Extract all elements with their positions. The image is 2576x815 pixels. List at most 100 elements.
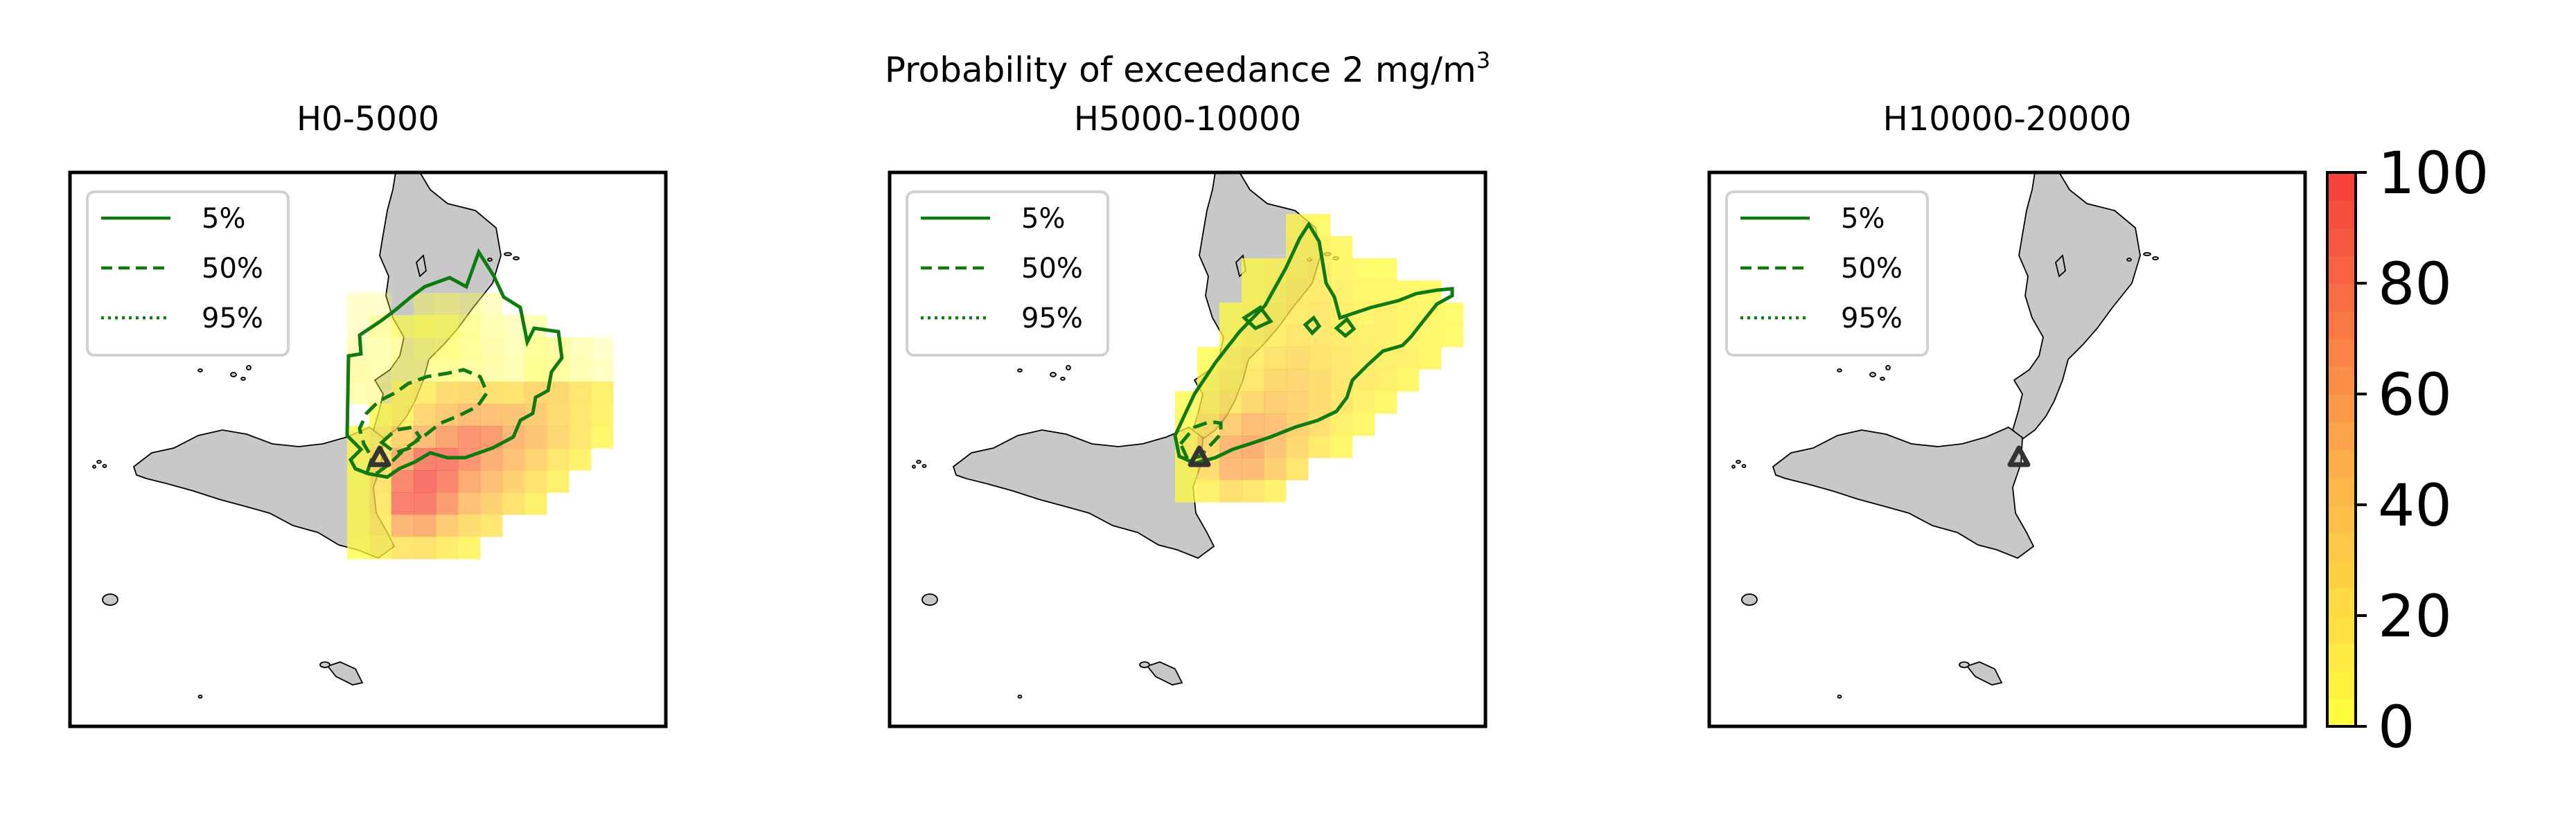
- vent-marker-triangle: [368, 445, 391, 467]
- probability-cell: [391, 404, 414, 427]
- probability-cell: [1286, 347, 1309, 370]
- probability-cell: [1264, 369, 1287, 392]
- probability-cell: [524, 470, 547, 493]
- probability-cell: [436, 514, 459, 537]
- probability-cell: [1219, 413, 1242, 436]
- probability-cell: [347, 382, 370, 404]
- probability-cell: [1264, 391, 1287, 414]
- probability-cell: [569, 337, 592, 360]
- probability-cell: [1219, 369, 1242, 392]
- probability-cell: [1219, 391, 1242, 414]
- colorbar-segment: [2327, 311, 2356, 339]
- probability-cell: [369, 293, 392, 316]
- probability-cell: [1286, 369, 1309, 392]
- probability-cell: [1264, 347, 1287, 370]
- probability-cell: [1330, 436, 1353, 458]
- probability-cell: [1352, 325, 1375, 348]
- probability-cell: [480, 359, 503, 382]
- probability-cell: [414, 315, 436, 338]
- probability-cell: [1197, 480, 1220, 503]
- probability-cell: [347, 537, 370, 559]
- probability-cell: [1352, 258, 1375, 281]
- colorbar-segment: [2327, 172, 2356, 201]
- probability-cell: [1175, 480, 1198, 503]
- probability-cell: [1441, 303, 1464, 325]
- probability-cell: [1375, 325, 1397, 348]
- probability-cell: [1375, 280, 1397, 303]
- probability-cell: [1308, 258, 1331, 281]
- colorbar-tick-label: 100: [2378, 139, 2489, 207]
- probability-cell: [1286, 325, 1309, 348]
- probability-cell: [569, 382, 592, 404]
- probability-cell: [436, 315, 459, 338]
- probability-cell: [369, 537, 392, 559]
- probability-cell: [1286, 280, 1309, 303]
- probability-cell: [1375, 369, 1397, 392]
- probability-cell: [502, 404, 525, 427]
- legend-label-5: 5%: [1021, 203, 1065, 235]
- probability-cell: [458, 470, 481, 493]
- probability-cell: [1242, 458, 1264, 481]
- probability-cell: [347, 359, 370, 382]
- colorbar-segment: [2327, 588, 2356, 616]
- contour-5-percent: [1173, 221, 1454, 465]
- probability-cell: [1441, 325, 1464, 348]
- figure-title-text: Probability of exceedance 2 mg/m: [885, 50, 1476, 90]
- colorbar-segment: [2327, 228, 2356, 256]
- legend-label-95: 95%: [202, 303, 263, 334]
- probability-cell: [436, 382, 459, 404]
- panel-title-h5000-10000: H5000-10000: [1074, 100, 1301, 138]
- colorbar-tick-label: 0: [2378, 693, 2415, 761]
- probability-cell: [391, 470, 414, 493]
- probability-cell: [1308, 369, 1331, 392]
- colorbar-segment: [2327, 200, 2356, 229]
- legend-label-95: 95%: [1841, 303, 1903, 334]
- colorbar-tick-label: 20: [2378, 582, 2452, 650]
- colorbar-segment: [2327, 643, 2356, 672]
- probability-cell: [436, 426, 459, 449]
- colorbar-tick-label: 40: [2378, 472, 2452, 539]
- colorbar-tick-label: 60: [2378, 361, 2452, 429]
- probability-cell: [502, 382, 525, 404]
- probability-cell: [391, 382, 414, 404]
- probability-cell: [1219, 347, 1242, 370]
- probability-cell: [591, 382, 614, 404]
- probability-cell: [458, 537, 481, 559]
- panel-h5000-10000: H5000-10000 5% 50%: [888, 100, 1488, 728]
- probability-cell: [502, 492, 525, 515]
- figure-title: Probability of exceedance 2 mg/m3: [885, 47, 1490, 90]
- colorbar-segment: [2327, 699, 2356, 727]
- panel-frame: [1707, 170, 2307, 728]
- contour-50-percent: [1179, 420, 1223, 461]
- probability-cell: [414, 492, 436, 515]
- probability-cell: [1397, 347, 1420, 370]
- colorbar-segment: [2327, 256, 2356, 284]
- legend-label-50: 50%: [202, 253, 263, 285]
- colorbar-segment: [2327, 616, 2356, 644]
- probability-cell: [436, 293, 459, 316]
- probability-cell: [1352, 413, 1375, 436]
- probability-cell: [480, 470, 503, 493]
- probability-cell: [1242, 413, 1264, 436]
- probability-cell: [547, 404, 570, 427]
- colorbar-tick-label: 80: [2378, 250, 2452, 318]
- probability-cell: [1219, 458, 1242, 481]
- probability-cell: [1219, 303, 1242, 325]
- probability-cell: [547, 470, 570, 493]
- probability-cell: [436, 492, 459, 515]
- probability-cell: [480, 337, 503, 360]
- probability-cell: [1264, 325, 1287, 348]
- probability-cell: [1308, 391, 1331, 414]
- probability-cell: [391, 537, 414, 559]
- probability-cell: [436, 470, 459, 493]
- colorbar-segment: [2327, 339, 2356, 367]
- probability-cell: [569, 448, 592, 471]
- probability-cell: [480, 514, 503, 537]
- probability-cell: [391, 492, 414, 515]
- panel-h10000-20000: H10000-20000 5% 50% 95%: [1707, 100, 2307, 728]
- probability-cell: [1286, 436, 1309, 458]
- figure-title-superscript: 3: [1476, 47, 1490, 73]
- probability-cell: [369, 337, 392, 360]
- probability-cell: [369, 514, 392, 537]
